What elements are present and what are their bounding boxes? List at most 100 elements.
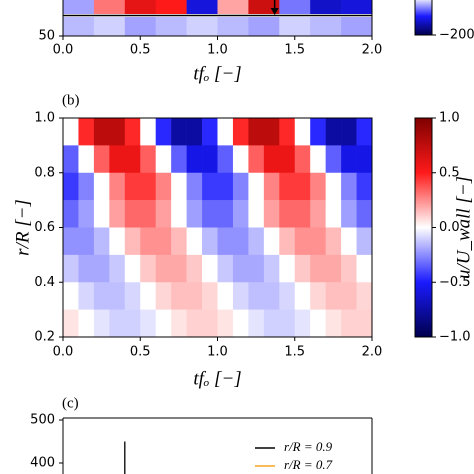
heatmap-cell <box>279 145 296 174</box>
heatmap-cell <box>63 145 79 174</box>
y-tick-label: 500 <box>30 413 55 428</box>
heatmap-cell <box>124 172 141 201</box>
heatmap-cell <box>124 17 156 36</box>
heatmap-cell <box>341 309 357 338</box>
heatmap-cell <box>155 17 187 36</box>
heatmap-cell <box>78 254 95 283</box>
heatmap-cell <box>263 145 280 174</box>
colorbar <box>414 0 433 36</box>
x-tick-label: 1.5 <box>284 43 305 58</box>
x-tick-label: 2.0 <box>362 345 383 360</box>
colorbar <box>414 117 433 338</box>
x-tick-label: 1.0 <box>207 345 228 360</box>
heatmap-cell <box>217 309 234 338</box>
heatmap-cell <box>93 17 126 36</box>
heatmap-cell <box>109 118 126 146</box>
heatmap-cell <box>356 172 373 201</box>
x-tick-label: 0.5 <box>130 345 151 360</box>
heatmap-cell <box>155 145 172 174</box>
heatmap-cell <box>248 227 265 256</box>
heatmap-cell <box>279 200 296 228</box>
heatmap-cell <box>263 118 280 146</box>
heatmap-cell <box>279 227 296 256</box>
colorbar-label: u/U_wall [−] <box>453 176 474 279</box>
heatmap-cell <box>186 200 203 228</box>
heatmap-cell <box>78 309 95 338</box>
heatmap-cell <box>279 17 311 36</box>
heatmap-cell <box>109 282 126 310</box>
heatmap-cell <box>341 0 373 14</box>
colorbar-tick-label: 0.0 <box>439 220 460 235</box>
heatmap-cell <box>279 0 311 14</box>
heatmap-cell <box>202 227 218 256</box>
heatmap-cell <box>140 118 156 146</box>
heatmap-cell <box>232 309 249 338</box>
heatmap-cell <box>341 227 357 256</box>
y-tick-label: 400 <box>30 456 55 471</box>
heatmap-cell <box>279 118 296 146</box>
heatmap-cell <box>294 254 311 283</box>
x-axis-label: tfₒ [−] <box>193 63 241 84</box>
heatmap-cell <box>171 282 187 310</box>
heatmap-cell <box>202 200 218 228</box>
heatmap-cell <box>356 145 373 174</box>
heatmap-cell <box>248 200 265 228</box>
heatmap-cell <box>217 227 234 256</box>
heatmap-cell <box>310 227 326 256</box>
legend-label: r/R = 0.9 <box>284 439 333 454</box>
heatmap-cell <box>356 254 373 283</box>
heatmap-cell <box>124 227 141 256</box>
x-axis-label: tfₒ [−] <box>193 368 241 389</box>
heatmap-cell <box>186 0 218 14</box>
heatmap-cell <box>186 118 203 146</box>
heatmap-cell <box>325 172 342 201</box>
heatmap-cell <box>93 200 110 228</box>
heatmap-cell <box>248 145 265 174</box>
x-tick-label: 0.5 <box>130 43 151 58</box>
y-tick-label: 50 <box>38 29 55 44</box>
heatmap-cell <box>63 118 79 146</box>
y-axis-label: r/R [−] <box>12 199 33 256</box>
heatmap-cell <box>124 0 156 14</box>
heatmap-cell <box>310 118 326 146</box>
heatmap-cell <box>186 254 203 283</box>
arrow-head <box>270 8 279 15</box>
heatmap-cell <box>294 227 311 256</box>
heatmap-cell <box>279 172 296 201</box>
heatmap-cell <box>248 17 280 36</box>
heatmap-cell <box>155 172 172 201</box>
heatmap-cell <box>63 200 79 228</box>
heatmap-cell <box>109 227 126 256</box>
heatmap-cell <box>202 145 218 174</box>
heatmap-cell <box>140 145 156 174</box>
heatmap-cell <box>155 118 172 146</box>
heatmap-cell <box>341 172 357 201</box>
heatmap-cell <box>109 254 126 283</box>
heatmap-cell <box>186 282 203 310</box>
heatmap-cell <box>325 227 342 256</box>
heatmap-cell <box>263 309 280 338</box>
heatmap-cell <box>63 17 95 36</box>
heatmap-cell <box>310 145 326 174</box>
heatmap-cell <box>263 227 280 256</box>
heatmap-cell <box>124 118 141 146</box>
y-tick-label: 0.2 <box>34 330 55 345</box>
heatmap-cell <box>171 200 187 228</box>
heatmap-cell <box>124 200 141 228</box>
heatmap-cell <box>232 200 249 228</box>
heatmap-cell <box>124 145 141 174</box>
heatmap-cell <box>217 282 234 310</box>
heatmap-cell <box>78 172 95 201</box>
heatmap-cell <box>263 172 280 201</box>
heatmap-cell <box>140 172 156 201</box>
heatmap-cell <box>232 145 249 174</box>
heatmap-cell <box>325 200 342 228</box>
heatmap-cell <box>186 17 218 36</box>
heatmap-cell <box>140 200 156 228</box>
heatmap-cell <box>93 145 110 174</box>
heatmap-cell <box>63 227 79 256</box>
heatmap-cell <box>202 254 218 283</box>
x-tick-label: 1.5 <box>284 345 305 360</box>
heatmap-cell <box>356 200 373 228</box>
heatmap-cell <box>63 309 79 338</box>
